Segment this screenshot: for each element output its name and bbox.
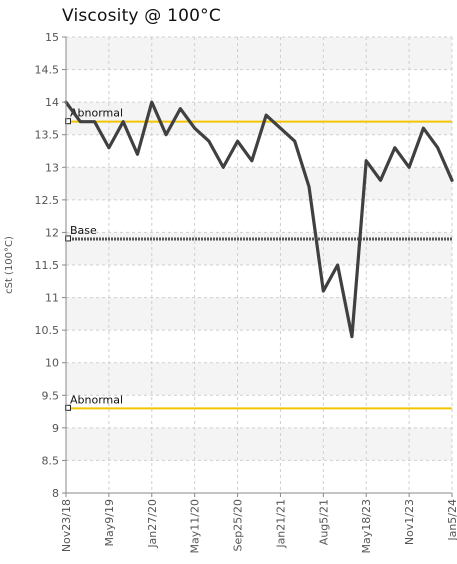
x-tick-label: Jan21/21 [274, 499, 287, 549]
y-tick-label: 10.5 [35, 324, 60, 337]
y-tick-label: 14.5 [35, 64, 60, 77]
x-tick-label: Nov1/23 [403, 499, 416, 545]
x-tick-label: Sep25/20 [232, 499, 245, 551]
x-tick-label: Jan27/20 [146, 499, 159, 549]
y-tick-label: 11.5 [35, 259, 60, 272]
x-tick-label: May11/20 [189, 499, 202, 553]
x-tick-label: Nov23/18 [60, 499, 73, 552]
x-tick-label: Jan5/24 [446, 499, 457, 542]
y-tick-label: 13.5 [35, 129, 60, 142]
x-tick-label: Aug5/21 [317, 499, 330, 545]
grid-band [66, 427, 452, 461]
x-tick-label: May9/19 [103, 499, 116, 546]
x-tick-label: May18/23 [360, 499, 373, 553]
grid-band [66, 37, 452, 70]
y-tick-label: 8 [52, 487, 59, 500]
y-tick-label: 9.5 [42, 389, 60, 402]
y-tick-label: 12.5 [35, 194, 60, 207]
reference-label-1: Base [70, 224, 97, 237]
y-tick-label: 12 [45, 226, 59, 239]
grid-band [66, 297, 452, 331]
y-tick-label: 15 [45, 31, 59, 44]
y-tick-label: 9 [52, 422, 59, 435]
y-axis-label: cSt (100°C) [4, 236, 15, 294]
reference-label-0: Abnormal [70, 107, 123, 120]
y-tick-label: 10 [45, 357, 59, 370]
chart-title: Viscosity @ 100°C [62, 6, 221, 26]
grid-band [66, 362, 452, 396]
grid-band [66, 102, 452, 135]
y-tick-label: 8.5 [42, 454, 60, 467]
y-tick-label: 11 [45, 292, 59, 305]
series-line-0 [64, 100, 454, 339]
grid-band [66, 232, 452, 265]
y-tick-label: 13 [45, 161, 59, 174]
grid-band [66, 167, 452, 200]
reference-label-2: Abnormal [70, 393, 123, 406]
y-tick-label: 14 [45, 96, 59, 109]
